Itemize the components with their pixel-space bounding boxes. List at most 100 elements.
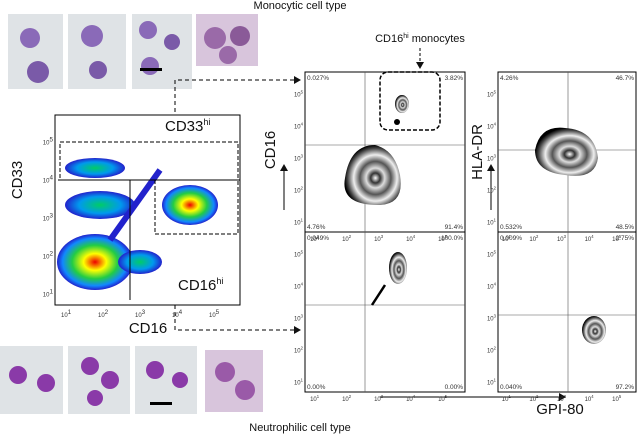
tick-base: 10 (310, 237, 317, 243)
tick-label: 101 (487, 217, 497, 226)
tick-label: 102 (294, 185, 304, 194)
tick-exp: 2 (349, 234, 352, 239)
tick-base: 10 (61, 313, 68, 319)
tick-base: 10 (294, 348, 301, 354)
tick-exp: 4 (591, 234, 594, 239)
tick-label: 104 (294, 281, 304, 290)
tick-exp: 5 (445, 394, 448, 399)
tick-base: 10 (438, 237, 445, 243)
x-axis-label: GPI-80 (536, 401, 584, 418)
tick-label: 105 (612, 234, 622, 243)
tick-label: 105 (487, 249, 497, 258)
tick-exp: 5 (619, 394, 622, 399)
quadrant-percent: 0.049% (307, 235, 329, 242)
tick-base: 10 (294, 316, 301, 322)
tick-exp: 5 (445, 234, 448, 239)
tick-exp: 4 (179, 309, 183, 316)
tick-label: 102 (487, 185, 497, 194)
tick-base: 10 (294, 380, 301, 386)
generated: 1011011021021031031041041051051011011021… (43, 75, 634, 403)
tick-label: 101 (487, 377, 497, 386)
y-axis-label: HLA-DR (469, 124, 486, 180)
quadrant-percent: 91.4% (445, 224, 464, 231)
tick-base: 10 (487, 124, 494, 130)
callout: CD16hi monocytes (375, 33, 465, 45)
tick-exp: 5 (494, 249, 497, 254)
tick-exp: 2 (49, 251, 53, 258)
tick-label: 105 (612, 394, 622, 403)
tick-base: 10 (135, 313, 142, 319)
monocyte-images (8, 14, 258, 89)
tick-label: 104 (406, 234, 416, 243)
tick-base: 10 (487, 284, 494, 290)
tick-label: 101 (61, 309, 72, 319)
tick-label: 102 (43, 251, 54, 261)
quadrant-percent: 46.7% (616, 75, 635, 82)
tick-exp: 2 (494, 345, 497, 350)
tick-base: 10 (487, 156, 494, 162)
tick-exp: 2 (301, 345, 304, 350)
tick-base: 10 (612, 237, 619, 243)
tick-exp: 3 (564, 394, 567, 399)
quadrant-percent: 97.2% (616, 384, 635, 391)
tick-label: 102 (342, 234, 352, 243)
tick-label: 102 (294, 345, 304, 354)
top-caption: Monocytic cell type (254, 0, 347, 12)
tick-base: 10 (557, 397, 564, 403)
tick-base: 10 (585, 237, 592, 243)
tick-exp: 1 (301, 217, 304, 222)
tick-base: 10 (43, 141, 50, 147)
tick-base: 10 (502, 397, 509, 403)
tick-exp: 3 (142, 309, 146, 316)
tick-label: 103 (557, 394, 567, 403)
tick-exp: 1 (49, 289, 53, 296)
tick-exp: 4 (301, 281, 304, 286)
tick-base: 10 (43, 217, 50, 223)
quadrant-percent: 0.027% (307, 75, 329, 82)
tick-label: 103 (487, 313, 497, 322)
tick-base: 10 (294, 284, 301, 290)
tick-label: 104 (406, 394, 416, 403)
tick-base: 10 (612, 397, 619, 403)
quad-plots (304, 71, 637, 393)
tick-label: 103 (43, 213, 54, 223)
tick-base: 10 (172, 313, 179, 319)
quadrant-percent: 100.0% (441, 235, 463, 242)
tick-label: 105 (209, 309, 220, 319)
tick-exp: 1 (317, 234, 320, 239)
tick-base: 10 (406, 237, 413, 243)
tick-label: 104 (172, 309, 183, 319)
tick-base: 10 (342, 397, 349, 403)
tick-exp: 3 (494, 313, 497, 318)
neutrophil-images (0, 346, 263, 414)
tick-exp: 1 (508, 234, 511, 239)
quadrant-percent: 4.26% (500, 75, 519, 82)
tick-exp: 4 (301, 121, 304, 126)
tick-label: 104 (487, 121, 497, 130)
tick-label: 102 (342, 394, 352, 403)
tick-label: 105 (294, 249, 304, 258)
tick-exp: 5 (301, 249, 304, 254)
tick-exp: 2 (105, 309, 109, 316)
tick-label: 105 (294, 89, 304, 98)
quadrant-percent: 3.82% (445, 75, 464, 82)
tick-label: 102 (98, 309, 109, 319)
tick-label: 104 (487, 281, 497, 290)
gate-label: CD33hi (165, 117, 210, 135)
x-axis-label: CD16 (129, 320, 167, 337)
tick-base: 10 (294, 188, 301, 194)
tick-label: 102 (529, 394, 539, 403)
tick-exp: 5 (494, 89, 497, 94)
tick-label: 105 (438, 234, 448, 243)
tick-exp: 3 (49, 213, 53, 220)
tick-base: 10 (310, 397, 317, 403)
tick-exp: 2 (349, 394, 352, 399)
tick-base: 10 (294, 220, 301, 226)
quadrant-percent: 0.040% (500, 384, 522, 391)
quadrant-percent: 4.76% (307, 224, 326, 231)
tick-base: 10 (487, 220, 494, 226)
tick-base: 10 (98, 313, 105, 319)
tick-exp: 5 (49, 137, 53, 144)
tick-label: 103 (135, 309, 146, 319)
tick-base: 10 (294, 252, 301, 258)
